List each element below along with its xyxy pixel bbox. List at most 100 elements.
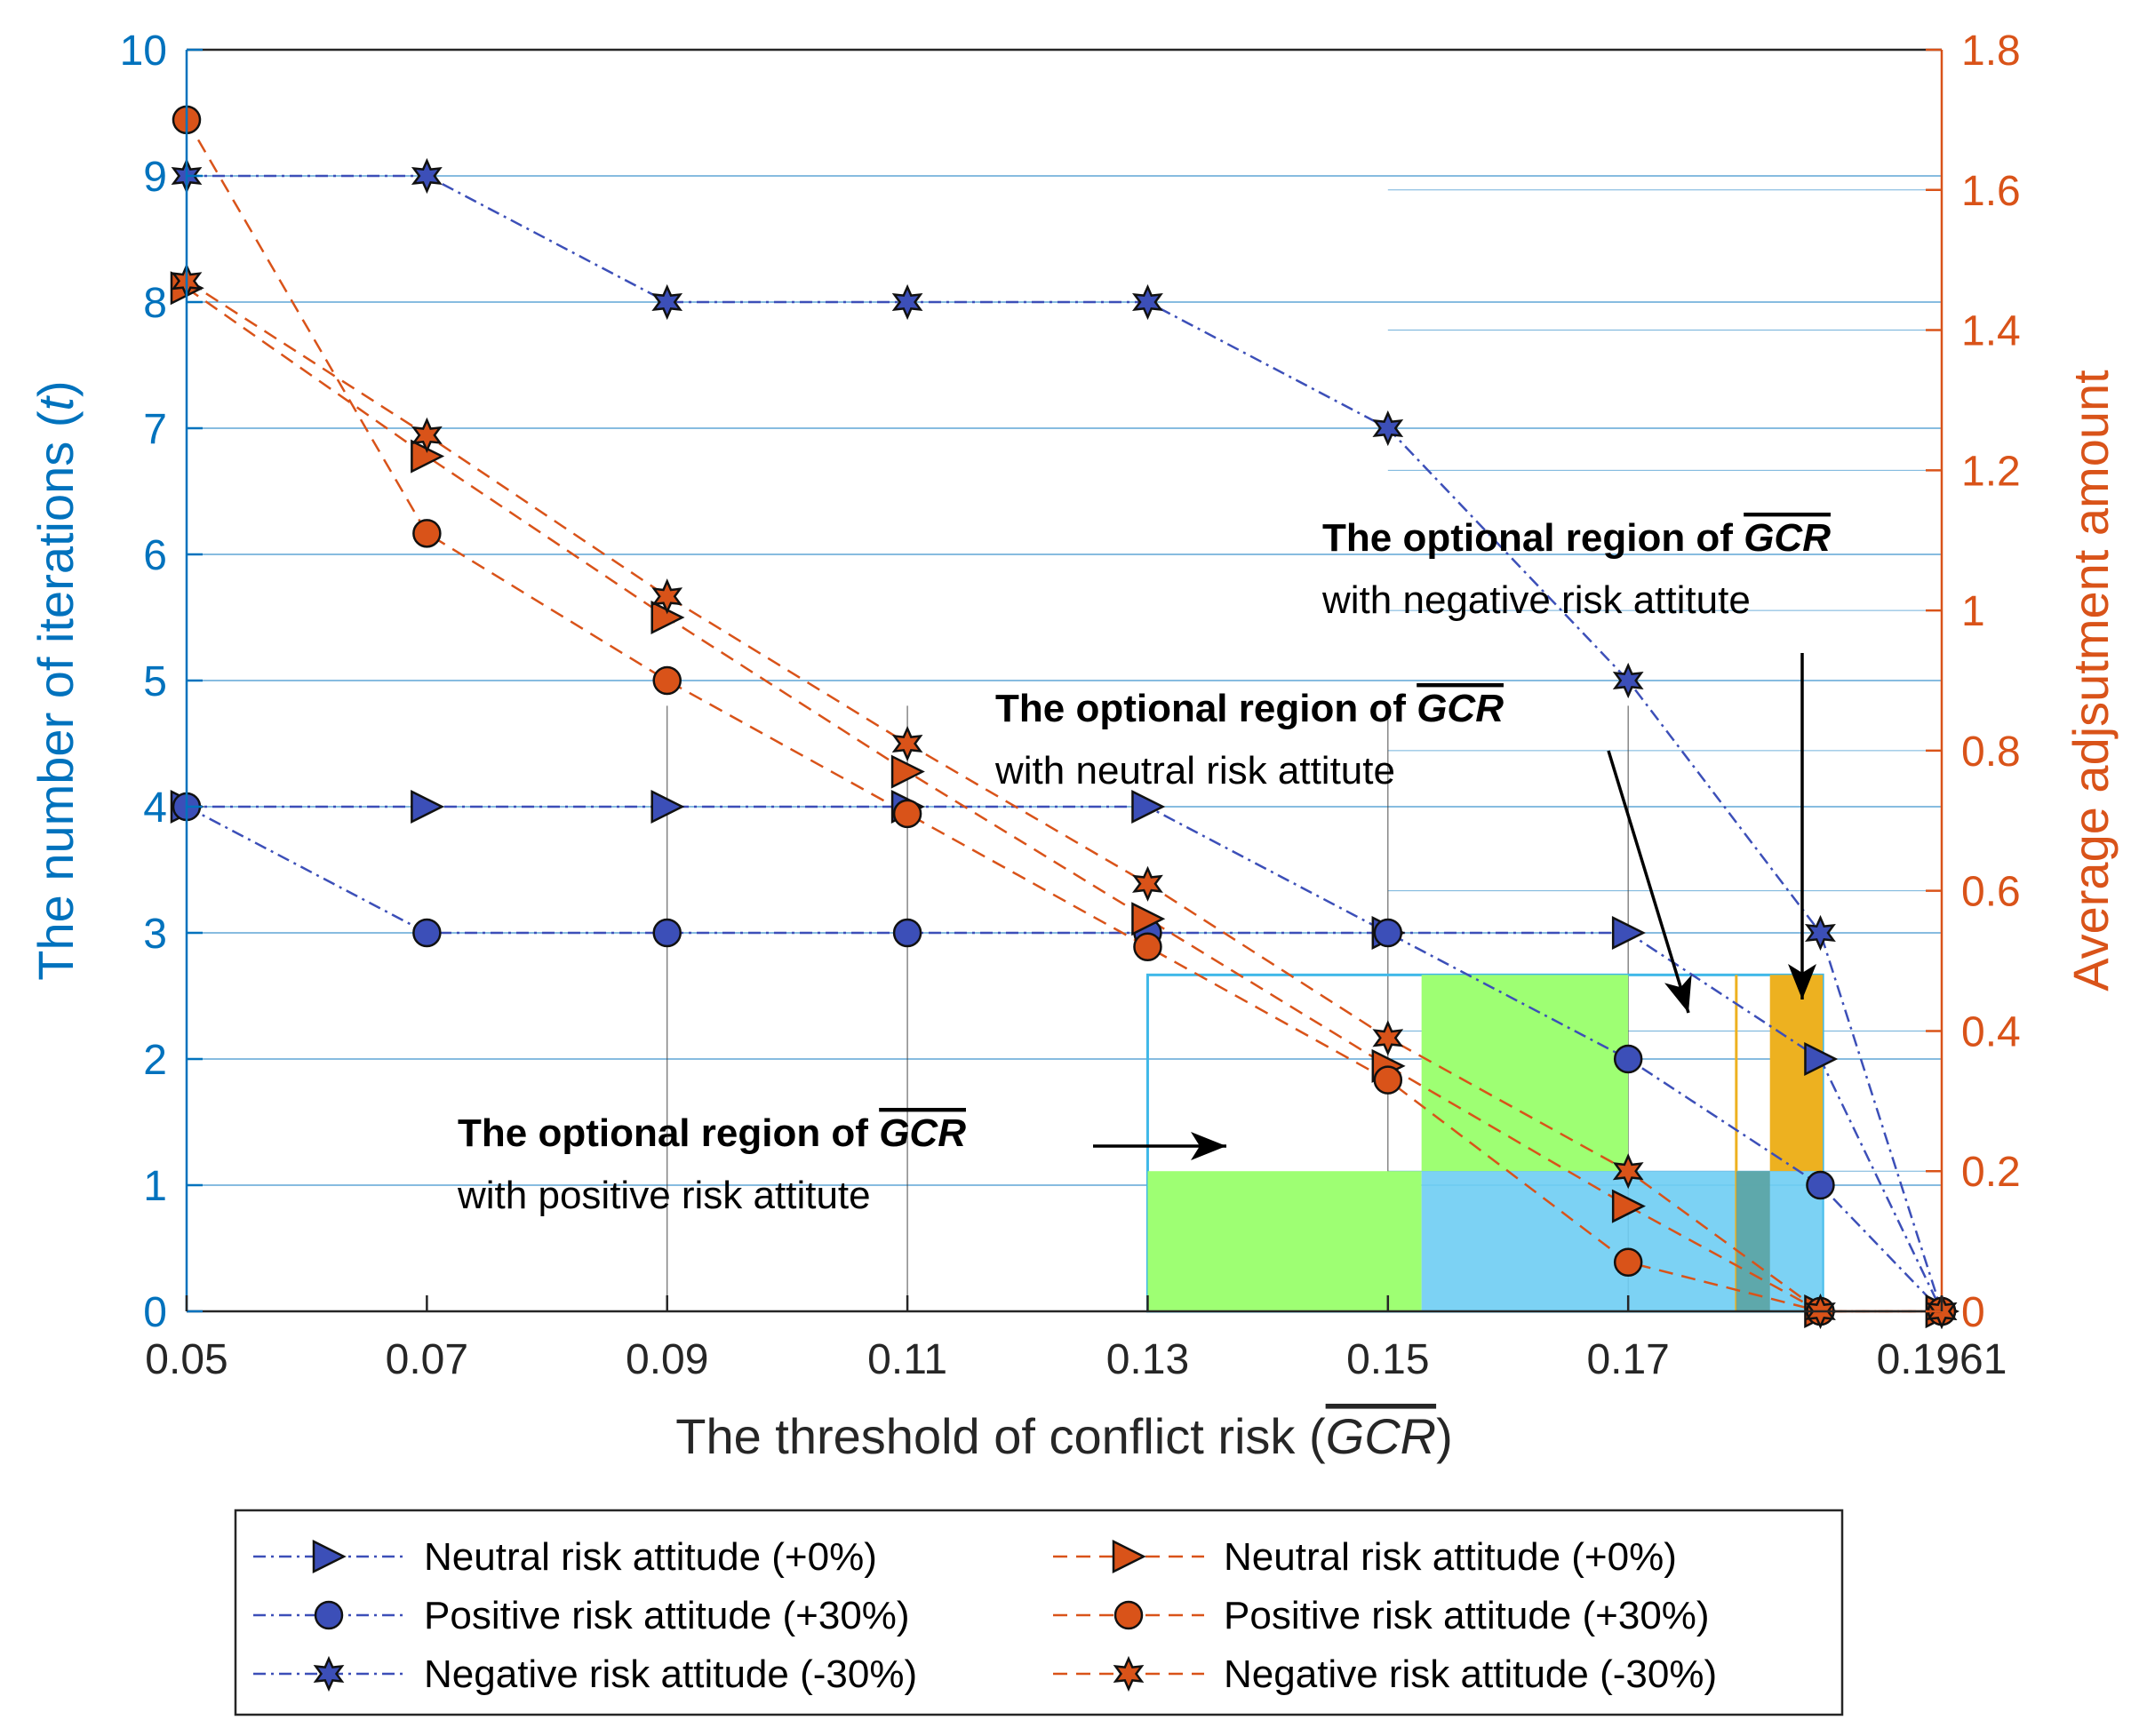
right-tick-label: 1.8 <box>1961 28 2021 75</box>
legend-label-right-1: Positive risk attitude (+30%) <box>1224 1594 1710 1637</box>
region-neutral <box>1421 975 1629 1172</box>
marker-right-1-2 <box>652 665 682 696</box>
series-line-right-0 <box>186 287 1942 1313</box>
region-positive <box>1147 1171 1422 1311</box>
left-tick-label: 3 <box>143 911 167 958</box>
annotation-title-text: The optional region of <box>995 687 1417 730</box>
series-line-left-1 <box>186 805 1943 1312</box>
axes: 0 1 2 3 4 5 6 7 8 9 10 0 0.2 0.4 0.6 0.8 1 1.2 1.4 1.6 1.8 0.… <box>28 28 2119 1464</box>
x-tick-label: 0.05 <box>145 1336 227 1383</box>
annotation-arrowhead-0 <box>1191 1132 1226 1160</box>
y-axis-left-var: t <box>28 395 84 411</box>
marker-right-2-5 <box>1372 1020 1404 1056</box>
optional-regions <box>1145 973 1824 1313</box>
legend-marker-right-2 <box>1113 1655 1145 1692</box>
left-tick-label: 0 <box>143 1289 167 1336</box>
annotation-title-var: GCR <box>1744 516 1831 560</box>
legend: Neutral risk attitude (+0%) Positive risk… <box>234 1509 1844 1716</box>
legend-marker-left-0 <box>312 1539 347 1574</box>
marker-right-0-3 <box>890 754 925 789</box>
series-markers <box>170 105 1959 1330</box>
annotation-title-1: The optional region of GCR <box>995 687 1504 730</box>
y-axis-right-label: Average adjsutment amount <box>2063 370 2119 991</box>
annotation-arrow-1 <box>1607 750 1690 1014</box>
x-tick-label: 0.07 <box>386 1336 468 1383</box>
marker-left-1-7 <box>1806 1170 1835 1200</box>
legend-label-right-2: Negative risk attitude (-30%) <box>1224 1652 1717 1696</box>
left-tick-label: 10 <box>120 28 167 75</box>
x-tick-label: 0.13 <box>1106 1336 1189 1383</box>
annotation-subtitle-1: with neutral risk attitute <box>994 749 1395 792</box>
x-tick-label: 0.1961 <box>1877 1336 2007 1383</box>
legend-box <box>234 1509 1844 1716</box>
marker-left-0-7 <box>1804 1041 1839 1077</box>
marker-left-2-5 <box>1372 410 1404 447</box>
y-axis-left-label: The number of iterations (t) <box>28 380 84 980</box>
right-tick-label: 1.4 <box>1961 308 2021 355</box>
marker-right-0-6 <box>1611 1189 1646 1223</box>
left-tick-label: 2 <box>143 1037 167 1084</box>
legend-marker-right-0 <box>1112 1539 1146 1574</box>
marker-left-1-5 <box>1373 918 1403 948</box>
marker-left-0-1 <box>411 789 445 824</box>
annotation-subtitle-0: with positive risk attitute <box>457 1174 871 1217</box>
marker-right-1-1 <box>412 519 442 548</box>
marker-right-0-4 <box>1131 902 1166 936</box>
legend-marker-right-1 <box>1113 1600 1144 1630</box>
marker-right-2-4 <box>1131 865 1163 902</box>
x-axis-label: The threshold of conflict risk (GCR) <box>675 1408 1453 1464</box>
marker-left-2-6 <box>1612 662 1644 699</box>
legend-marker-left-1 <box>314 1600 344 1630</box>
marker-right-2-3 <box>891 725 923 762</box>
left-tick-label: 6 <box>143 532 167 579</box>
marker-right-1-4 <box>1133 932 1162 962</box>
marker-left-2-2 <box>651 283 683 321</box>
region-negative <box>1769 975 1824 1172</box>
legend-marker-left-2 <box>313 1655 345 1692</box>
marker-left-1-6 <box>1613 1044 1643 1074</box>
annotation-arrowhead-2 <box>1788 964 1816 999</box>
marker-left-1-2 <box>652 918 682 948</box>
left-tick-label: 1 <box>143 1163 167 1210</box>
left-tick-label: 9 <box>143 154 167 201</box>
marker-left-1-3 <box>892 918 922 948</box>
marker-right-2-1 <box>411 417 443 453</box>
right-tick-label: 0.4 <box>1961 1008 2021 1055</box>
x-tick-label: 0.11 <box>867 1336 947 1383</box>
x-axis-label-var: GCR <box>1326 1408 1436 1464</box>
marker-right-1-3 <box>892 799 922 829</box>
annotation-title-0: The optional region of GCR <box>458 1111 966 1155</box>
annotation-title-var: GCR <box>879 1111 966 1155</box>
right-tick-label: 0.6 <box>1961 869 2021 916</box>
series-line-left-2 <box>187 174 1943 1312</box>
annotation-title-text: The optional region of <box>458 1111 879 1155</box>
annotation-title-2: The optional region of GCR <box>1322 516 1831 560</box>
region-overlap-dark <box>1736 1171 1770 1311</box>
left-tick-label: 5 <box>143 658 167 705</box>
marker-right-2-2 <box>651 578 683 615</box>
right-tick-label: 1.2 <box>1961 448 2021 495</box>
legend-label-left-2: Negative risk attitude (-30%) <box>424 1652 917 1696</box>
y-axis-left-suffix: ) <box>28 380 84 397</box>
marker-left-2-4 <box>1132 283 1163 321</box>
left-tick-label: 4 <box>143 784 167 832</box>
annotation-subtitle-2: with negative risk attitute <box>1321 578 1751 622</box>
legend-label-left-0: Neutral risk attitude (+0%) <box>424 1535 877 1579</box>
marker-right-2-6 <box>1612 1153 1644 1190</box>
left-tick-label: 7 <box>143 406 167 453</box>
x-tick-label: 0.17 <box>1586 1336 1669 1383</box>
marker-left-1-1 <box>412 918 442 948</box>
annotation-title-text: The optional region of <box>1322 516 1744 560</box>
x-tick-label: 0.09 <box>626 1336 708 1383</box>
marker-left-0-6 <box>1611 915 1646 951</box>
marker-left-2-3 <box>891 283 923 321</box>
x-axis-label-suffix: ) <box>1436 1408 1453 1464</box>
legend-label-left-1: Positive risk attitude (+30%) <box>424 1594 910 1637</box>
right-tick-label: 1.6 <box>1961 168 2021 215</box>
x-axis-label-prefix: The threshold of conflict risk ( <box>675 1408 1326 1464</box>
right-tick-label: 0.2 <box>1961 1149 2021 1196</box>
x-tick-label: 0.15 <box>1346 1336 1429 1383</box>
right-tick-label: 0.8 <box>1961 729 2021 776</box>
